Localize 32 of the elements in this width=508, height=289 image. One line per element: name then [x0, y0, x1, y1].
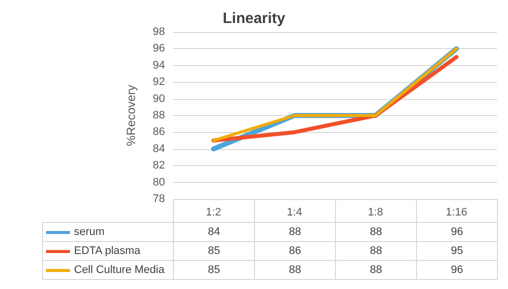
y-tick-label: 82 [152, 160, 165, 172]
x-tick-label: 1:2 [206, 206, 222, 218]
y-tick-label: 78 [152, 193, 165, 205]
y-tick-label: 86 [152, 126, 165, 138]
data-label: 88 [335, 260, 416, 279]
data-label: 85 [173, 260, 254, 279]
x-tick-label: 1:4 [286, 206, 302, 218]
data-label: 86 [254, 241, 335, 260]
y-tick-label: 96 [152, 42, 165, 55]
y-tick-label: 84 [152, 142, 165, 155]
y-axis-title: %Recovery [124, 84, 138, 146]
data-label: 88 [254, 222, 335, 241]
y-tick-label: 88 [152, 110, 165, 122]
data-label: 88 [335, 222, 416, 241]
data-label: 84 [173, 222, 254, 241]
y-tick-label: 98 [152, 26, 165, 38]
data-label: 88 [254, 260, 335, 279]
data-label: 88 [335, 241, 416, 260]
data-label: 96 [416, 260, 497, 279]
chart-title: Linearity [222, 10, 286, 27]
legend-label: Cell Culture Media [74, 264, 164, 276]
legend-label: EDTA plasma [74, 245, 140, 257]
legend-label: serum [74, 226, 105, 238]
y-tick-label: 94 [152, 59, 165, 72]
data-label: 96 [416, 222, 497, 241]
x-tick-label: 1:8 [368, 206, 384, 218]
y-tick-label: 90 [152, 92, 165, 105]
data-label: 85 [173, 241, 254, 260]
y-tick-label: 92 [152, 76, 165, 88]
data-label: 95 [416, 241, 497, 260]
y-tick-label: 80 [152, 176, 165, 188]
x-tick-label: 1:16 [446, 206, 468, 218]
